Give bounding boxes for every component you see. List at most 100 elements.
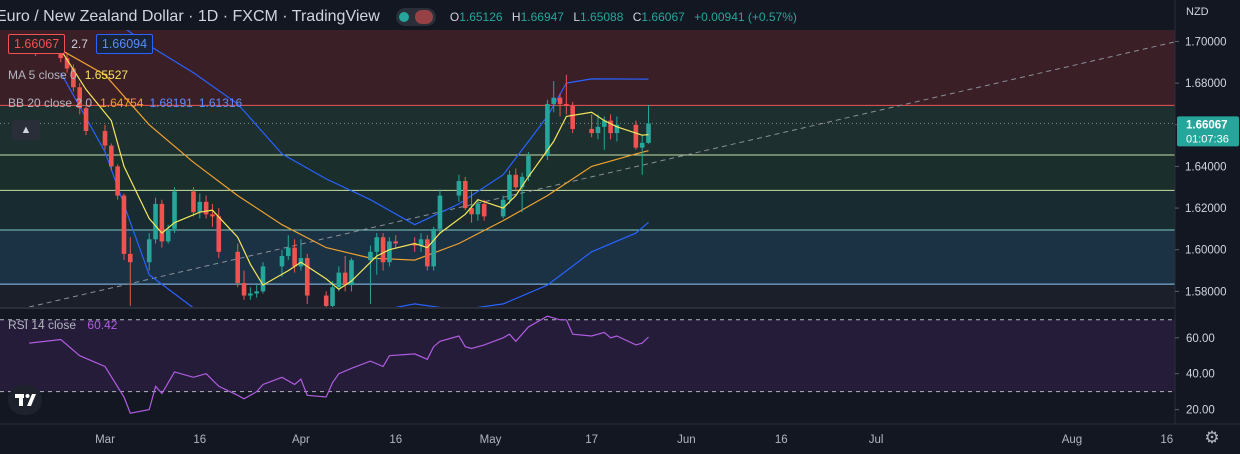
candle bbox=[210, 203, 215, 227]
candle bbox=[475, 199, 481, 221]
top-strip bbox=[0, 0, 1175, 30]
candle-body bbox=[526, 156, 531, 177]
candle bbox=[614, 116, 620, 142]
pane-separator bbox=[0, 307, 1240, 309]
candle bbox=[551, 81, 557, 113]
rsi-band bbox=[0, 319, 1175, 392]
settings-gear-icon[interactable]: ⚙ bbox=[1204, 428, 1220, 447]
candle bbox=[557, 93, 563, 117]
candle bbox=[279, 249, 285, 277]
level-zone bbox=[0, 284, 1175, 307]
candle bbox=[633, 120, 639, 150]
rsi-label: RSI 14 close bbox=[8, 318, 77, 332]
level-zone bbox=[0, 229, 1175, 285]
candle-body bbox=[412, 243, 417, 246]
market-status-toggle[interactable] bbox=[395, 8, 436, 26]
level-zone bbox=[0, 105, 1175, 155]
candle-body bbox=[431, 228, 436, 267]
buy-price-button[interactable]: 1.66094 bbox=[95, 34, 154, 54]
trade-boxes: 1.66067 2.7 1.66094 bbox=[8, 34, 159, 54]
candle-body bbox=[210, 214, 215, 217]
candle bbox=[203, 195, 209, 219]
candle-body bbox=[241, 283, 247, 296]
symbol-title[interactable]: Euro / New Zealand Dollar · 1D · FXCM · … bbox=[0, 8, 380, 25]
candle-body bbox=[380, 237, 386, 263]
bb-legend[interactable]: BB 20 close 2 0 1.64754 1.68191 1.61316 bbox=[8, 96, 242, 110]
rsi-legend[interactable]: RSI 14 close 60.42 bbox=[8, 318, 117, 332]
close-value: 1.66067 bbox=[641, 10, 685, 24]
candle-body bbox=[71, 68, 76, 88]
candle bbox=[374, 233, 380, 275]
candle-body bbox=[260, 266, 266, 292]
chart-header: Euro / New Zealand Dollar · 1D · FXCM · … bbox=[0, 4, 803, 30]
candle-body bbox=[115, 166, 120, 196]
candle bbox=[393, 235, 399, 248]
candle bbox=[513, 168, 519, 192]
candle bbox=[304, 253, 310, 304]
ma-label: MA 5 close 0 bbox=[8, 68, 77, 82]
candle-body bbox=[77, 87, 83, 109]
candle-body bbox=[646, 123, 651, 143]
candle bbox=[172, 187, 177, 234]
candle-body bbox=[279, 255, 285, 267]
ma-value: 1.65527 bbox=[84, 68, 129, 82]
candle bbox=[601, 116, 607, 150]
candle-body bbox=[437, 195, 443, 229]
candle-body bbox=[146, 239, 152, 263]
candle-body bbox=[254, 291, 259, 294]
candle-body bbox=[481, 203, 487, 217]
x-tick-label: Apr bbox=[292, 434, 310, 446]
candle-body bbox=[608, 120, 613, 134]
candle bbox=[102, 124, 108, 150]
candle bbox=[368, 245, 373, 304]
level-zone bbox=[0, 30, 1175, 106]
x-tick-label: 16 bbox=[775, 434, 788, 446]
y-tick-label: 1.58000 bbox=[1185, 286, 1227, 298]
candle-body bbox=[475, 203, 481, 215]
candle-body bbox=[216, 216, 222, 252]
bb-lower-line bbox=[60, 72, 649, 307]
close-label: C bbox=[632, 10, 642, 24]
ma5-line bbox=[60, 49, 649, 291]
y-tick-label: 1.70000 bbox=[1185, 36, 1227, 48]
countdown-label: 01:07:36 bbox=[1186, 133, 1229, 145]
time-axis bbox=[0, 424, 1240, 454]
candle bbox=[595, 114, 601, 140]
candle-body bbox=[172, 191, 177, 229]
tradingview-logo-icon[interactable] bbox=[8, 385, 42, 415]
collapse-legend-button[interactable]: ▲ bbox=[12, 120, 40, 140]
y-tick-label: 1.64000 bbox=[1185, 161, 1227, 173]
candle-body bbox=[330, 287, 335, 306]
candle-body bbox=[589, 128, 594, 134]
candle-body bbox=[336, 272, 342, 288]
candle bbox=[323, 291, 329, 307]
candle-body bbox=[570, 106, 575, 129]
candle-body bbox=[557, 97, 563, 104]
ma-legend[interactable]: MA 5 close 0 1.65527 bbox=[8, 68, 128, 82]
price-axis bbox=[1175, 0, 1240, 454]
alert-pill-icon bbox=[414, 10, 433, 24]
candle-body bbox=[595, 126, 601, 134]
open-label: O bbox=[449, 10, 460, 24]
low-value: 1.65088 bbox=[580, 10, 624, 24]
candle bbox=[425, 235, 430, 271]
open-value: 1.65126 bbox=[459, 10, 503, 24]
candle-body bbox=[374, 237, 380, 252]
candle-body bbox=[639, 142, 645, 148]
candle bbox=[115, 164, 120, 200]
y-tick-label: 1.60000 bbox=[1185, 245, 1227, 257]
candle bbox=[456, 174, 462, 202]
bb-upper-value: 1.68191 bbox=[149, 96, 193, 110]
candle-body bbox=[159, 203, 165, 242]
candle-body bbox=[165, 228, 171, 242]
sell-price-button[interactable]: 1.66067 bbox=[8, 34, 66, 54]
candle-body bbox=[368, 251, 373, 261]
high-label: H bbox=[511, 10, 521, 24]
low-label: L bbox=[573, 10, 581, 24]
candle-body bbox=[456, 180, 462, 196]
rsi-tick-label: 60.00 bbox=[1186, 333, 1215, 345]
x-tick-label: Jun bbox=[677, 434, 696, 446]
candle bbox=[437, 189, 443, 234]
candle-body bbox=[109, 145, 114, 167]
